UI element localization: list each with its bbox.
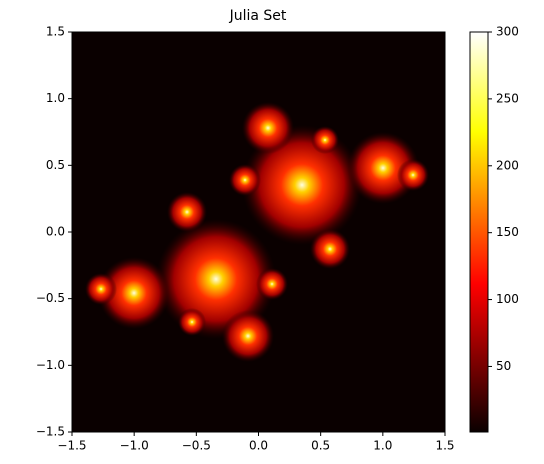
x-tick-label: 0.5 (311, 439, 330, 453)
fractal-blob (242, 102, 294, 154)
fractal-blob (85, 273, 117, 305)
fractal-blob (156, 219, 276, 339)
y-tick-label: 1.0 (46, 91, 65, 105)
x-tick-label: 1.5 (435, 439, 454, 453)
fractal-blob (311, 126, 339, 154)
fractal-blob (256, 268, 288, 300)
fractal-blob (98, 257, 170, 329)
fractal-blob (178, 308, 206, 336)
fractal-blob (397, 159, 429, 191)
colorbar-tick-label: 150 (496, 225, 519, 239)
fractal-blob (242, 125, 362, 245)
colorbar-tick-label: 250 (496, 91, 519, 105)
x-tick-label: 0.0 (249, 439, 268, 453)
fractal-blob (222, 310, 274, 362)
x-tick-label: −1.0 (120, 439, 149, 453)
fractal-blob (167, 192, 207, 232)
colorbar (469, 31, 489, 433)
fractal-image (85, 102, 429, 362)
colorbar-tick-label: 50 (496, 359, 511, 373)
fractal-blob (229, 164, 261, 196)
y-tick-label: 0.0 (46, 225, 65, 239)
y-tick-label: 0.5 (46, 158, 65, 172)
colorbar-tick-label: 100 (496, 292, 519, 306)
colorbar-tick-label: 200 (496, 158, 519, 172)
colorbar-tick-label: 300 (496, 25, 519, 39)
x-tick-label: 1.0 (373, 439, 392, 453)
fractal-blob (347, 132, 419, 204)
y-tick-label: −1.5 (36, 425, 65, 439)
y-tick-label: −0.5 (36, 291, 65, 305)
x-tick-label: −1.5 (57, 439, 86, 453)
fractal-blob (310, 229, 350, 269)
y-tick-label: −1.0 (36, 358, 65, 372)
chart-title: Julia Set (229, 8, 287, 24)
image-background (72, 32, 445, 432)
y-tick-label: 1.5 (46, 25, 65, 39)
x-tick-label: −0.5 (182, 439, 211, 453)
